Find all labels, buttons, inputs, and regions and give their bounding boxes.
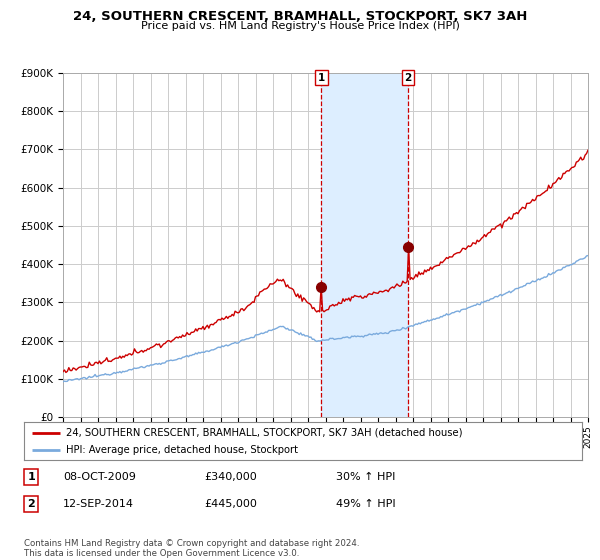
Text: 08-OCT-2009: 08-OCT-2009 [63, 472, 136, 482]
Text: 2: 2 [404, 73, 412, 83]
Text: HPI: Average price, detached house, Stockport: HPI: Average price, detached house, Stoc… [66, 445, 298, 455]
Text: 30% ↑ HPI: 30% ↑ HPI [336, 472, 395, 482]
Text: Price paid vs. HM Land Registry's House Price Index (HPI): Price paid vs. HM Land Registry's House … [140, 21, 460, 31]
Text: 2: 2 [28, 499, 35, 509]
Text: £445,000: £445,000 [204, 499, 257, 509]
Text: Contains HM Land Registry data © Crown copyright and database right 2024.
This d: Contains HM Land Registry data © Crown c… [24, 539, 359, 558]
Text: £340,000: £340,000 [204, 472, 257, 482]
Text: 12-SEP-2014: 12-SEP-2014 [63, 499, 134, 509]
Text: 1: 1 [318, 73, 325, 83]
Text: 49% ↑ HPI: 49% ↑ HPI [336, 499, 395, 509]
Text: 24, SOUTHERN CRESCENT, BRAMHALL, STOCKPORT, SK7 3AH: 24, SOUTHERN CRESCENT, BRAMHALL, STOCKPO… [73, 10, 527, 22]
Text: 1: 1 [28, 472, 35, 482]
Bar [322, 73, 408, 417]
Text: 24, SOUTHERN CRESCENT, BRAMHALL, STOCKPORT, SK7 3AH (detached house): 24, SOUTHERN CRESCENT, BRAMHALL, STOCKPO… [66, 427, 463, 437]
